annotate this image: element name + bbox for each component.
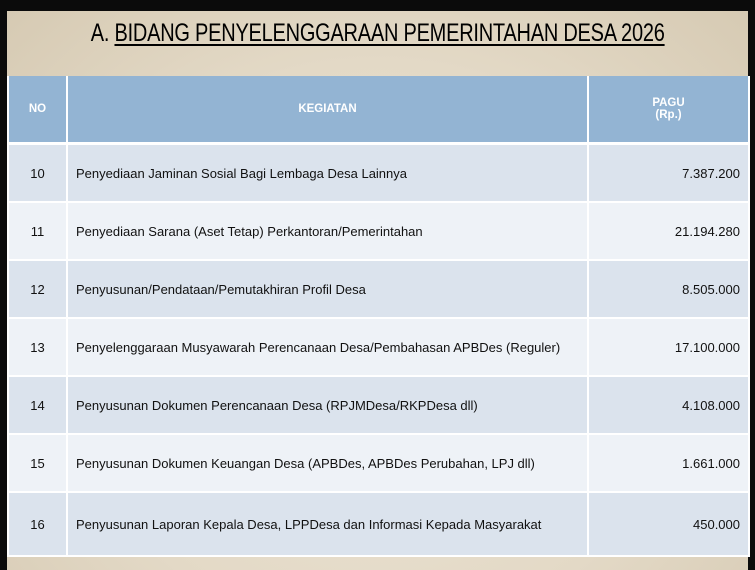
cell-no: 13: [7, 317, 68, 377]
cell-pagu: 21.194.280: [587, 201, 750, 261]
table-row: 12 Penyusunan/Pendataan/Pemutakhiran Prof…: [7, 259, 750, 319]
cell-no: 10: [7, 142, 68, 203]
header-no: NO: [7, 76, 68, 145]
cell-kegiatan: Penyusunan Dokumen Perencanaan Desa (RPJ…: [66, 375, 589, 435]
header-pagu: PAGU (Rp.): [587, 76, 750, 145]
cell-pagu: 17.100.000: [587, 317, 750, 377]
table-row: 16 Penyusunan Laporan Kepala Desa, LPPDes…: [7, 491, 750, 557]
header-kegiatan: KEGIATAN: [66, 76, 589, 145]
cell-kegiatan: Penyediaan Jaminan Sosial Bagi Lembaga D…: [66, 142, 589, 203]
cell-kegiatan: Penyusunan Dokumen Keuangan Desa (APBDes…: [66, 433, 589, 493]
cell-pagu: 8.505.000: [587, 259, 750, 319]
cell-pagu: 4.108.000: [587, 375, 750, 435]
cell-no: 11: [7, 201, 68, 261]
budget-table: NO KEGIATAN PAGU (Rp.) 10 Penyediaan Jamin…: [7, 76, 750, 557]
cell-no: 12: [7, 259, 68, 319]
table-row: 11 Penyediaan Sarana (Aset Tetap) Perkant…: [7, 201, 750, 261]
cell-pagu: 450.000: [587, 491, 750, 557]
table-row: 13 Penyelenggaraan Musyawarah Perencanaan…: [7, 317, 750, 377]
cell-pagu: 7.387.200: [587, 142, 750, 203]
table-row: 15 Penyusunan Dokumen Keuangan Desa (APBD…: [7, 433, 750, 493]
cell-kegiatan: Penyediaan Sarana (Aset Tetap) Perkantor…: [66, 201, 589, 261]
cell-kegiatan: Penyusunan/Pendataan/Pemutakhiran Profil…: [66, 259, 589, 319]
cell-no: 15: [7, 433, 68, 493]
cell-kegiatan: Penyelenggaraan Musyawarah Perencanaan D…: [66, 317, 589, 377]
cell-no: 14: [7, 375, 68, 435]
table-row: 14 Penyusunan Dokumen Perencanaan Desa (R…: [7, 375, 750, 435]
cell-kegiatan: Penyusunan Laporan Kepala Desa, LPPDesa …: [66, 491, 589, 557]
table-header-row: NO KEGIATAN PAGU (Rp.): [7, 76, 750, 145]
slide-title: A. BIDANG PENYELENGGARAAN PEMERINTAHAN D…: [7, 19, 748, 48]
title-prefix: A.: [90, 19, 110, 47]
cell-no: 16: [7, 491, 68, 557]
cell-pagu: 1.661.000: [587, 433, 750, 493]
slide: A. BIDANG PENYELENGGARAAN PEMERINTAHAN D…: [7, 11, 750, 570]
title-main: BIDANG PENYELENGGARAAN PEMERINTAHAN DESA…: [114, 19, 665, 47]
table-row: 10 Penyediaan Jaminan Sosial Bagi Lembaga…: [7, 142, 750, 203]
